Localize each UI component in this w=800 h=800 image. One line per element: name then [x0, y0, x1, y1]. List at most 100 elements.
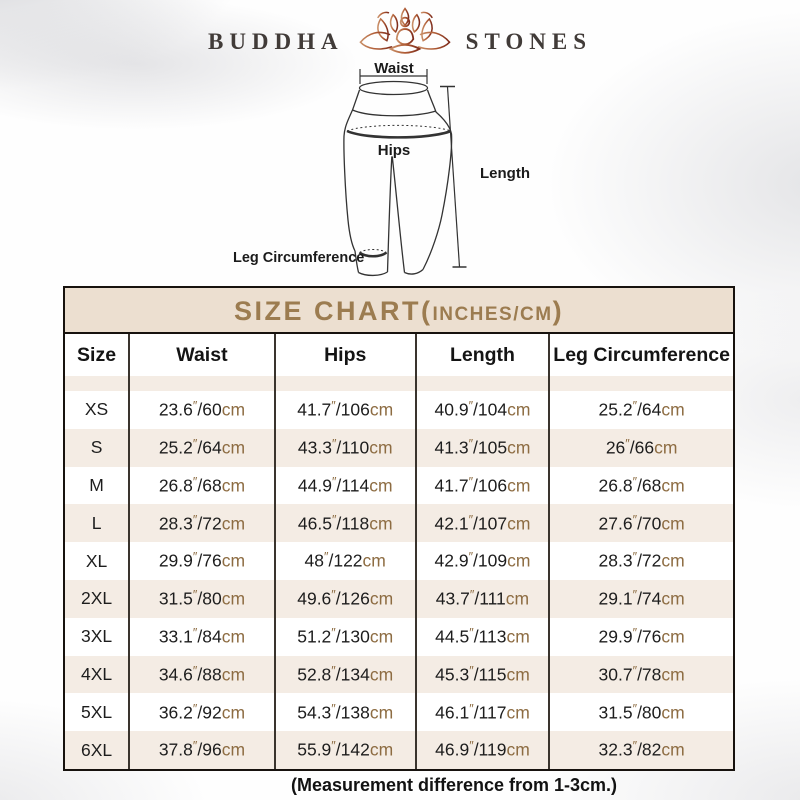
size-label: XS	[84, 399, 109, 420]
cm-unit: cm	[362, 550, 386, 571]
inch-mark: ″	[192, 663, 198, 678]
size-table-header-row: Size Waist Hips Length Leg Circumference	[65, 334, 733, 376]
cm-unit: cm	[661, 399, 685, 420]
inch-mark: ″	[331, 739, 336, 754]
inch-mark: ″	[331, 474, 337, 489]
inch-mark: ″	[632, 474, 638, 489]
inch-mark: ″	[331, 437, 337, 452]
size-label: 5XL	[80, 701, 113, 722]
cm-unit: cm	[507, 437, 531, 458]
cm-unit: cm	[507, 550, 531, 571]
header-separator-band	[65, 376, 733, 391]
cm-unit: cm	[661, 664, 685, 685]
leg-circumference-value: 26″/66cm	[548, 428, 733, 467]
cm-unit: cm	[221, 437, 246, 458]
cm-unit: cm	[221, 626, 246, 647]
hips-value: 49.6″/126cm	[273, 579, 416, 618]
cm-unit: cm	[369, 626, 394, 647]
inch-mark: ″	[469, 588, 475, 603]
cm-unit: cm	[661, 739, 685, 760]
size-row-xl: XL 29.9″/76cm 48″/122cm 42.9″/109cm 28.3″/72…	[65, 542, 733, 580]
brand-name-left: BUDDHA	[207, 28, 344, 54]
cm-unit: cm	[369, 437, 393, 458]
inch-mark: ″	[192, 474, 198, 489]
size-row-6xl: 6XL 37.8″/96cm 55.9″/142cm 46.9″/119cm 32.3″…	[65, 731, 733, 769]
measurement-note: (Measurement difference from 1-3cm.)	[290, 775, 618, 795]
inch-mark: ″	[632, 701, 638, 716]
cm-unit: cm	[221, 588, 246, 609]
length-value: 44.5″/113cm	[414, 617, 550, 656]
cm-unit: cm	[221, 512, 246, 533]
size-label: 3XL	[80, 626, 113, 647]
cm-unit: cm	[654, 437, 678, 458]
size-row-5xl: 5XL 36.2″/92cm 54.3″/138cm 46.1″/117cm 31.5″…	[65, 693, 733, 732]
size-row-3xl: 3XL 33.1″/84cm 51.2″/130cm 44.5″/113cm 29.9″…	[65, 617, 733, 656]
cm-unit: cm	[369, 399, 394, 420]
hips-value: 44.9″/114cm	[273, 466, 416, 505]
inch-mark: ″	[632, 512, 638, 527]
inch-mark: ″	[632, 399, 638, 414]
separator-cell	[65, 376, 130, 391]
cm-unit: cm	[221, 475, 246, 496]
size-label: 6XL	[65, 731, 130, 769]
cm-unit: cm	[507, 475, 531, 496]
separator-cell	[548, 376, 733, 391]
column-header-hips: Hips	[273, 334, 416, 376]
length-value: 42.9″/109cm	[414, 542, 550, 580]
inch-mark: ″	[192, 399, 198, 414]
separator-cell	[128, 376, 275, 391]
column-header-size: Size	[65, 334, 130, 376]
hips-value: 43.3″/110cm	[273, 428, 416, 467]
separator-cell	[414, 376, 550, 391]
size-row-m: M 26.8″/68cm 44.9″/114cm 41.7″/106cm 26.8″/6…	[65, 466, 733, 505]
length-value: 45.3″/115cm	[414, 655, 550, 694]
waist-value: 36.2″/92cm	[128, 693, 275, 732]
size-chart-title-units: INCHES/CM	[432, 304, 553, 325]
cm-unit: cm	[369, 701, 394, 722]
inch-mark: ″	[331, 399, 336, 414]
leg-circumference-value: 29.9″/76cm	[548, 617, 733, 656]
cm-unit: cm	[221, 739, 246, 760]
cm-unit: cm	[369, 512, 393, 533]
length-value: 46.9″/119cm	[414, 731, 550, 769]
cm-unit: cm	[506, 664, 530, 685]
hips-value: 52.8″/134cm	[273, 655, 416, 694]
length-value: 40.9″/104cm	[414, 391, 550, 429]
inch-mark: ″	[468, 437, 474, 452]
inch-mark: ″	[469, 663, 474, 678]
cm-unit: cm	[369, 475, 393, 496]
cm-unit: cm	[506, 701, 530, 722]
inch-mark: ″	[192, 626, 198, 641]
waist-value: 37.8″/96cm	[128, 731, 275, 769]
cm-unit: cm	[505, 588, 530, 609]
inch-mark: ″	[468, 399, 474, 414]
meditating-figure	[388, 16, 421, 54]
size-table: Size Waist Hips Length Leg Circumference XS 2…	[65, 334, 733, 769]
pants-line-art	[343, 69, 467, 277]
hips-value: 48″/122cm	[273, 542, 416, 580]
size-row-xs: XS 23.6″/60cm 41.7″/106cm 40.9″/104cm 25.2″/…	[65, 391, 733, 429]
hips-value: 46.5″/118cm	[273, 504, 416, 543]
inch-mark: ″	[331, 663, 336, 678]
column-header-leg-circumference: Leg Circumference	[548, 334, 733, 376]
inch-mark: ″	[331, 701, 336, 716]
length-value: 43.7″/111cm	[414, 579, 550, 618]
inch-mark: ″	[632, 550, 638, 565]
diagram-label-leg-circumference: Leg Circumference	[233, 250, 365, 266]
cm-unit: cm	[369, 664, 394, 685]
waist-value: 28.3″/72cm	[128, 504, 275, 543]
cm-unit: cm	[369, 739, 394, 760]
cm-unit: cm	[221, 664, 246, 685]
size-label: 4XL	[65, 655, 130, 694]
inch-mark: ″	[469, 701, 474, 716]
cm-unit: cm	[506, 739, 530, 760]
size-chart-title: SIZE CHART(INCHES/CM)	[65, 288, 733, 334]
diagram-label-waist: Waist	[374, 60, 414, 77]
inch-mark: ″	[192, 588, 198, 603]
cm-unit: cm	[506, 626, 530, 647]
leg-circumference-value: 32.3″/82cm	[548, 731, 733, 769]
cm-unit: cm	[661, 701, 685, 722]
hips-value: 55.9″/142cm	[273, 731, 416, 769]
inch-mark: ″	[192, 512, 198, 527]
cm-unit: cm	[661, 512, 685, 533]
